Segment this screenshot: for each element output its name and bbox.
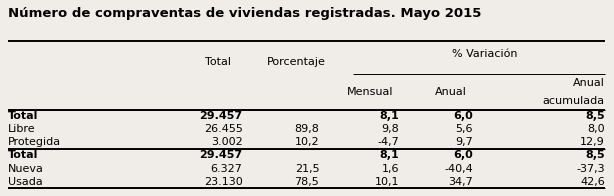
Text: 23.130: 23.130	[204, 177, 243, 187]
Text: Total: Total	[8, 151, 38, 161]
Text: 1,6: 1,6	[381, 163, 399, 174]
Text: 78,5: 78,5	[295, 177, 319, 187]
Text: Total: Total	[8, 111, 38, 121]
Text: 10,1: 10,1	[375, 177, 399, 187]
Text: -4,7: -4,7	[378, 137, 399, 147]
Text: 6.327: 6.327	[211, 163, 243, 174]
Text: Total: Total	[205, 57, 231, 67]
Text: 12,9: 12,9	[580, 137, 605, 147]
Text: 6,0: 6,0	[453, 151, 473, 161]
Text: Porcentaje: Porcentaje	[267, 57, 325, 67]
Text: Usada: Usada	[8, 177, 43, 187]
Text: 8,5: 8,5	[585, 151, 605, 161]
Text: 3.002: 3.002	[211, 137, 243, 147]
Text: 5,6: 5,6	[455, 124, 473, 134]
Text: -40,4: -40,4	[444, 163, 473, 174]
Text: 21,5: 21,5	[295, 163, 319, 174]
Text: 29.457: 29.457	[200, 111, 243, 121]
Text: Libre: Libre	[8, 124, 36, 134]
Text: 9,8: 9,8	[381, 124, 399, 134]
Text: 8,5: 8,5	[585, 111, 605, 121]
Text: 8,1: 8,1	[379, 111, 399, 121]
Text: 26.455: 26.455	[204, 124, 243, 134]
Text: 8,0: 8,0	[587, 124, 605, 134]
Text: 42,6: 42,6	[580, 177, 605, 187]
Text: -37,3: -37,3	[576, 163, 605, 174]
Text: Protegida: Protegida	[8, 137, 61, 147]
Text: 34,7: 34,7	[448, 177, 473, 187]
Text: 10,2: 10,2	[295, 137, 319, 147]
Text: Anual: Anual	[573, 78, 605, 88]
Text: 6,0: 6,0	[453, 111, 473, 121]
Text: Número de compraventas de viviendas registradas. Mayo 2015: Número de compraventas de viviendas regi…	[8, 7, 481, 20]
Text: 29.457: 29.457	[200, 151, 243, 161]
Text: % Variación: % Variación	[453, 49, 518, 59]
Text: 89,8: 89,8	[294, 124, 319, 134]
Text: 9,7: 9,7	[455, 137, 473, 147]
Text: 8,1: 8,1	[379, 151, 399, 161]
Text: Nueva: Nueva	[8, 163, 44, 174]
Text: Anual: Anual	[435, 87, 467, 97]
Text: Mensual: Mensual	[346, 87, 393, 97]
Text: acumulada: acumulada	[543, 96, 605, 106]
